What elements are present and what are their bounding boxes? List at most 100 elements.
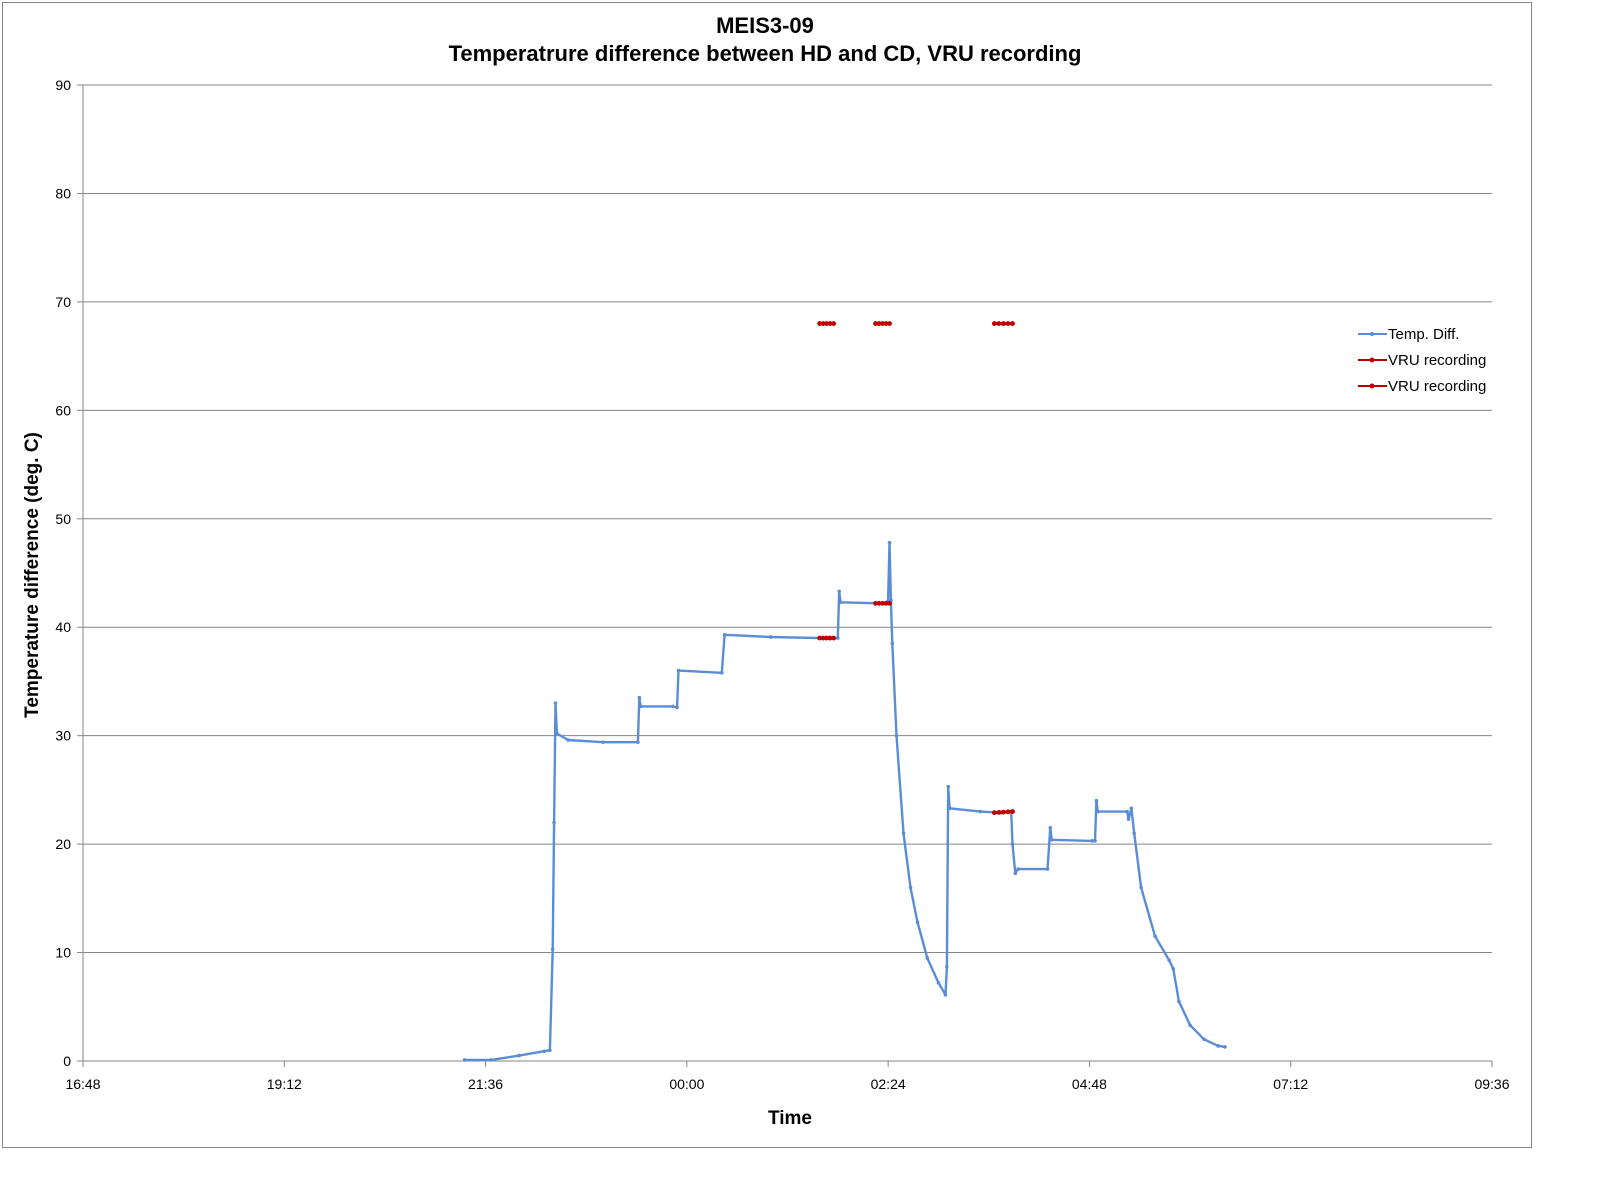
data-point-temp-diff-8: [555, 731, 559, 736]
vru-point-1-0-3: [827, 635, 833, 641]
vru-point-2-1-2: [880, 321, 885, 326]
data-point-temp-diff-18: [722, 633, 727, 637]
data-point-temp-diff-58: [1167, 958, 1171, 962]
data-point-temp-diff-55: [1132, 831, 1136, 836]
series-1-vru-recording: [817, 600, 1015, 816]
axes: [77, 84, 1493, 1067]
data-point-temp-diff-2: [517, 1053, 521, 1058]
vru-point-1-0-4: [831, 635, 837, 641]
data-point-temp-diff-53: [1126, 817, 1131, 821]
y-tick-label-90: 90: [55, 77, 71, 93]
data-point-temp-diff-64: [1223, 1045, 1227, 1049]
vru-point-1-1-2: [880, 600, 885, 606]
legend: Temp. Diff. VRU recording VRU recording: [1358, 326, 1486, 395]
vru-point-2-2-1: [996, 321, 1002, 326]
vru-point-2-2-2: [1001, 321, 1006, 326]
data-point-temp-diff-32: [915, 920, 920, 924]
data-point-temp-diff-51: [1096, 809, 1100, 814]
y-tick-label-0: 0: [63, 1053, 71, 1069]
data-point-temp-diff-44: [1016, 867, 1020, 871]
vru-point-1-2-2: [1001, 809, 1006, 815]
data-point-temp-diff-63: [1216, 1044, 1220, 1048]
y-tick-label-70: 70: [55, 294, 71, 310]
data-point-temp-diff-11: [636, 740, 640, 744]
series-0-temp-diff-: [462, 540, 1227, 1062]
data-point-temp-diff-12: [637, 695, 642, 700]
data-point-temp-diff-47: [1049, 837, 1054, 842]
chart-subtitle: Temperatrure difference between HD and C…: [449, 41, 1082, 66]
gridlines: [83, 84, 1492, 954]
legend-label-vru-recording-1: VRU recording: [1388, 352, 1486, 369]
vru-point-1-0-1: [820, 635, 826, 641]
series-2-vru-recording: [817, 321, 1015, 326]
data-point-temp-diff-36: [945, 964, 949, 969]
data-point-temp-diff-14: [671, 704, 675, 709]
data-series: [462, 321, 1227, 1062]
y-tick-label-60: 60: [55, 402, 71, 418]
vru-point-1-1-4: [887, 600, 892, 606]
data-point-temp-diff-48: [1090, 839, 1095, 843]
x-tick-label-5: 04:48: [1072, 1076, 1107, 1092]
y-tick-labels: 0 10 20 30 40 50 60 70 80 90: [55, 77, 71, 1069]
vru-point-2-1-0: [873, 321, 878, 326]
vru-point-2-0-0: [817, 321, 823, 326]
data-point-temp-diff-57: [1153, 934, 1157, 939]
data-point-temp-diff-35: [943, 993, 948, 997]
data-point-temp-diff-23: [838, 600, 843, 605]
data-point-temp-diff-52: [1125, 809, 1129, 814]
data-point-temp-diff-15: [675, 705, 679, 710]
vru-point-2-1-3: [883, 321, 889, 326]
data-point-temp-diff-39: [978, 809, 983, 814]
vru-point-1-2-4: [1010, 809, 1015, 814]
vru-point-2-0-1: [820, 321, 826, 326]
data-point-temp-diff-59: [1171, 967, 1176, 971]
data-point-temp-diff-5: [550, 947, 555, 952]
data-point-temp-diff-10: [601, 740, 605, 744]
y-tick-label-40: 40: [55, 619, 71, 635]
data-point-temp-diff-54: [1129, 806, 1134, 811]
data-point-temp-diff-17: [720, 670, 724, 675]
data-point-temp-diff-13: [638, 704, 643, 709]
x-tick-labels: 16:48 19:12 21:36 00:00 02:24 04:48 07:12 09:36: [65, 1076, 1509, 1092]
x-tick-label-0: 16:48: [65, 1076, 100, 1092]
x-tick-label-6: 07:12: [1273, 1076, 1308, 1092]
data-point-temp-diff-0: [462, 1058, 467, 1062]
data-point-temp-diff-38: [947, 806, 952, 811]
vru-point-1-0-0: [817, 635, 823, 641]
x-tick-label-1: 19:12: [267, 1076, 302, 1092]
data-point-temp-diff-19: [768, 635, 773, 639]
y-tick-label-10: 10: [55, 945, 71, 961]
data-point-temp-diff-42: [1010, 842, 1015, 846]
data-point-temp-diff-46: [1048, 826, 1053, 830]
legend-item-vru-recording-1: VRU recording: [1358, 352, 1486, 369]
vru-point-1-1-1: [876, 600, 882, 606]
vru-point-2-0-4: [831, 321, 837, 326]
vru-point-2-1-1: [876, 321, 882, 326]
data-point-temp-diff-29: [894, 733, 899, 738]
vru-point-2-0-2: [824, 321, 830, 326]
vru-point-1-1-0: [873, 600, 878, 606]
x-axis-title: Time: [768, 1108, 812, 1129]
y-tick-label-20: 20: [55, 836, 71, 852]
data-point-temp-diff-37: [946, 784, 951, 789]
y-tick-label-30: 30: [55, 728, 71, 744]
x-tick-label-7: 09:36: [1474, 1076, 1509, 1092]
vru-point-1-0-2: [824, 635, 830, 641]
data-point-temp-diff-4: [548, 1048, 552, 1052]
vru-point-2-1-4: [887, 321, 892, 326]
data-point-temp-diff-1: [489, 1058, 493, 1062]
data-point-temp-diff-21: [836, 636, 840, 640]
legend-item-vru-recording-2: VRU recording: [1358, 378, 1486, 395]
data-point-temp-diff-7: [553, 701, 558, 705]
data-point-temp-diff-62: [1202, 1037, 1206, 1042]
vru-point-1-2-3: [1005, 809, 1011, 815]
vru-point-2-2-0: [991, 321, 997, 326]
vru-point-1-1-3: [883, 600, 889, 606]
data-point-temp-diff-33: [925, 956, 930, 960]
vru-point-2-0-3: [827, 321, 833, 326]
y-tick-label-80: 80: [55, 185, 71, 201]
data-point-temp-diff-26: [887, 540, 892, 545]
vru-point-2-2-3: [1005, 321, 1011, 326]
data-point-temp-diff-16: [676, 668, 681, 673]
